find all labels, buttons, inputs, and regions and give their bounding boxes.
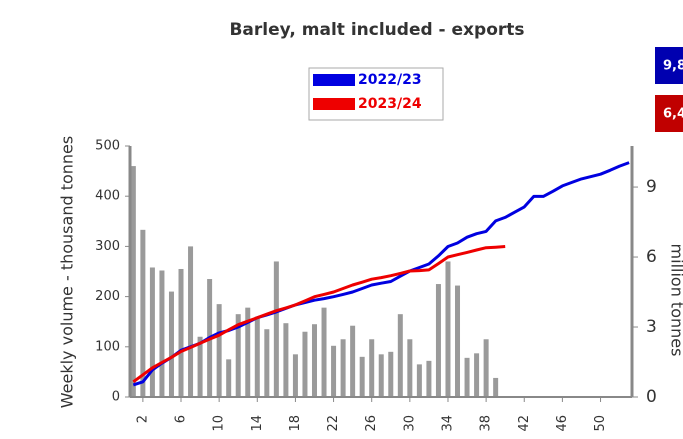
bar bbox=[292, 354, 298, 397]
y-tick-label: 400 bbox=[95, 189, 120, 204]
x-tick-label: 2 bbox=[135, 415, 150, 423]
legend-swatch bbox=[313, 74, 355, 86]
bar bbox=[378, 354, 384, 397]
chart-title: Barley, malt included - exports bbox=[229, 20, 524, 40]
bar bbox=[254, 316, 260, 397]
bar bbox=[331, 345, 337, 397]
bar bbox=[178, 268, 184, 397]
line-series bbox=[132, 245, 506, 384]
y2-tick-label: 6 bbox=[646, 247, 657, 267]
bar bbox=[130, 166, 136, 397]
x-tick-label: 14 bbox=[250, 415, 265, 432]
bar bbox=[464, 357, 470, 397]
bar bbox=[311, 324, 317, 397]
bar bbox=[474, 353, 480, 397]
x-tick-label: 26 bbox=[364, 415, 379, 432]
bar bbox=[226, 359, 232, 397]
y2-tick-label: 9 bbox=[646, 177, 657, 197]
y-tick-label: 500 bbox=[95, 139, 120, 154]
bar bbox=[216, 304, 222, 397]
bar bbox=[140, 229, 146, 397]
x-tick-label: 42 bbox=[517, 415, 532, 432]
bar bbox=[388, 351, 394, 397]
bar bbox=[445, 261, 451, 397]
bar bbox=[197, 336, 203, 397]
y2-axis-label: million tonnes bbox=[668, 244, 683, 357]
x-tick-label: 6 bbox=[174, 415, 189, 423]
bar bbox=[168, 291, 174, 397]
bar bbox=[340, 339, 346, 397]
x-tick-label: 10 bbox=[212, 415, 227, 432]
annotation-box bbox=[655, 95, 683, 132]
legend-label: 2023/24 bbox=[358, 96, 422, 112]
bar bbox=[321, 307, 327, 397]
bar bbox=[426, 360, 432, 397]
annotation-box bbox=[655, 47, 683, 84]
y2-tick-label: 0 bbox=[646, 387, 657, 407]
x-tick-label: 46 bbox=[555, 415, 570, 432]
y-tick-label: 200 bbox=[95, 289, 120, 304]
x-tick-label: 22 bbox=[326, 415, 341, 432]
annotation-text: 9,8 bbox=[663, 59, 683, 74]
bar bbox=[435, 284, 441, 397]
annotation-text: 6,4 bbox=[663, 107, 683, 122]
y-tick-label: 100 bbox=[95, 339, 120, 354]
bar bbox=[369, 339, 375, 397]
x-tick-label: 38 bbox=[479, 415, 494, 432]
bar bbox=[273, 261, 279, 397]
y-tick-label: 300 bbox=[95, 239, 120, 254]
bar bbox=[149, 267, 155, 397]
line-series bbox=[132, 161, 630, 387]
bar bbox=[188, 246, 194, 397]
bar bbox=[455, 285, 461, 397]
y2-tick-label: 3 bbox=[646, 317, 657, 337]
bar bbox=[264, 329, 270, 397]
bar bbox=[235, 314, 241, 397]
y-axis-label: Weekly volume - thousand tonnes bbox=[58, 136, 77, 408]
bar bbox=[493, 377, 499, 397]
bar bbox=[159, 270, 165, 397]
x-tick-label: 30 bbox=[402, 415, 417, 432]
x-tick-label: 50 bbox=[593, 415, 608, 432]
legend-label: 2022/23 bbox=[358, 72, 422, 88]
bar bbox=[483, 339, 489, 397]
x-tick-label: 34 bbox=[440, 415, 455, 432]
bar bbox=[302, 331, 308, 397]
bar bbox=[397, 314, 403, 397]
bar bbox=[245, 307, 251, 397]
bar bbox=[283, 323, 289, 397]
bar bbox=[416, 364, 422, 397]
x-tick-label: 18 bbox=[288, 415, 303, 432]
legend-swatch bbox=[313, 98, 355, 110]
bar bbox=[407, 339, 413, 397]
bar bbox=[350, 325, 356, 397]
bar bbox=[359, 356, 365, 397]
y-tick-label: 0 bbox=[112, 390, 120, 405]
